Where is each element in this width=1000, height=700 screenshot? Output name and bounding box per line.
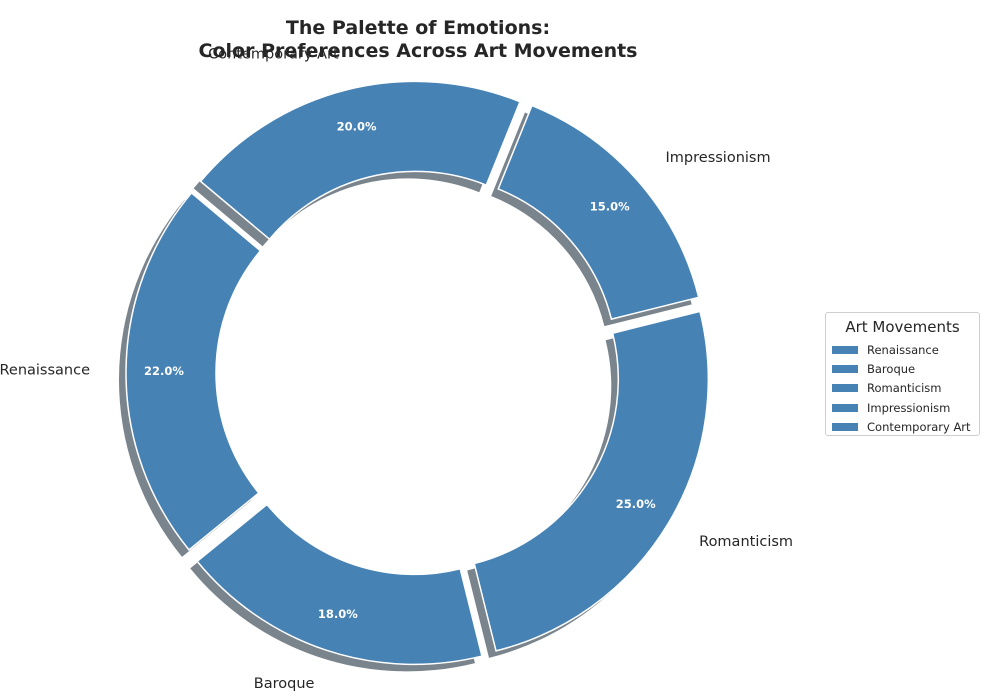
percent-label: 18.0% — [318, 607, 358, 621]
chart-title-line-2: Color Preferences Across Art Movements — [198, 40, 638, 62]
donut-wedge-contemporary-art — [199, 80, 521, 241]
donut-wedge-renaissance — [125, 191, 262, 551]
legend-item: Renaissance — [826, 340, 979, 359]
legend-item: Romanticism — [826, 379, 979, 398]
percent-label: 25.0% — [616, 497, 656, 511]
legend-item: Baroque — [826, 359, 979, 378]
legend-label: Impressionism — [867, 400, 951, 415]
donut-wedge-baroque — [196, 503, 483, 666]
chart-title-line-1: The Palette of Emotions: — [285, 17, 551, 39]
category-label: Impressionism — [666, 150, 771, 166]
percent-label: 20.0% — [337, 120, 377, 134]
legend: Art Movements Renaissance Baroque Romant… — [825, 312, 980, 436]
legend-swatch — [832, 384, 858, 393]
legend-swatch — [832, 364, 858, 373]
legend-label: Baroque — [867, 361, 916, 376]
category-label: Romanticism — [699, 534, 793, 550]
legend-swatch — [832, 422, 858, 431]
percent-label: 22.0% — [144, 364, 184, 378]
legend-label: Contemporary Art — [867, 419, 971, 434]
legend-item: Impressionism — [826, 398, 979, 417]
category-label: Renaissance — [0, 363, 90, 379]
legend-swatch — [832, 345, 858, 354]
donut-wedge-impressionism — [497, 104, 700, 321]
legend-label: Romanticism — [867, 381, 942, 396]
percent-label: 15.0% — [590, 199, 630, 213]
category-label: Contemporary Art — [208, 47, 339, 63]
donut-wedge-romanticism — [473, 310, 710, 652]
legend-label: Renaissance — [867, 342, 939, 357]
legend-title: Art Movements — [845, 318, 960, 336]
legend-item: Contemporary Art — [826, 417, 979, 436]
legend-swatch — [832, 403, 858, 412]
category-label: Baroque — [254, 676, 315, 692]
